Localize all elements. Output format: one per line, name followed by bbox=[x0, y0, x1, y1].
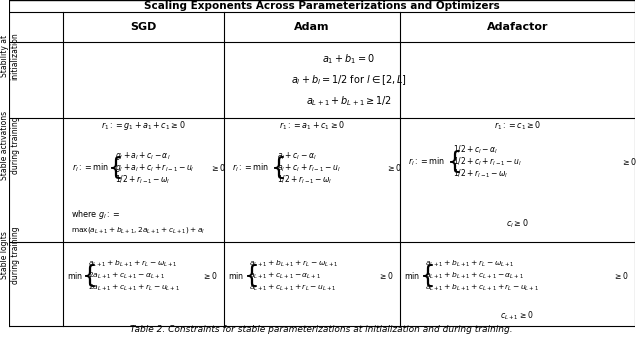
Text: $\geq 0$: $\geq 0$ bbox=[613, 270, 629, 281]
Text: where $g_l :=$: where $g_l :=$ bbox=[70, 208, 120, 221]
Text: Stable activations
during training: Stable activations during training bbox=[0, 111, 20, 180]
Text: $c_l \geq 0$: $c_l \geq 0$ bbox=[506, 217, 529, 230]
Text: Adam: Adam bbox=[294, 22, 330, 32]
Text: SGD: SGD bbox=[130, 22, 157, 32]
Text: $r_1 := g_1 + a_1 + c_1 \geq 0$: $r_1 := g_1 + a_1 + c_1 \geq 0$ bbox=[101, 119, 186, 132]
Text: {: { bbox=[244, 264, 259, 288]
Text: $\geq 0$: $\geq 0$ bbox=[621, 156, 637, 167]
Text: $a_{L+1} + b_{L+1} + r_L - \omega_{L+1}$: $a_{L+1} + b_{L+1} + r_L - \omega_{L+1}$ bbox=[426, 259, 515, 269]
Text: $1/2 + c_l - \alpha_l$: $1/2 + c_l - \alpha_l$ bbox=[452, 143, 498, 156]
Text: $a_{L+1} + c_{L+1} - \alpha_{L+1}$: $a_{L+1} + c_{L+1} - \alpha_{L+1}$ bbox=[250, 271, 321, 281]
Text: $2a_{L+1} + c_{L+1} + r_L - u_{L+1}$: $2a_{L+1} + c_{L+1} + r_L - u_{L+1}$ bbox=[88, 283, 180, 293]
Text: Scaling Exponents Across Parameterizations and Optimizers: Scaling Exponents Across Parameterizatio… bbox=[144, 1, 500, 11]
Text: $\min$: $\min$ bbox=[67, 270, 83, 281]
Text: $\geq 0$: $\geq 0$ bbox=[386, 162, 403, 173]
Text: $r_1 := a_1 + c_1 \geq 0$: $r_1 := a_1 + c_1 \geq 0$ bbox=[279, 119, 345, 132]
Text: {: { bbox=[271, 156, 287, 180]
Text: $r_1 := c_1 \geq 0$: $r_1 := c_1 \geq 0$ bbox=[493, 119, 541, 132]
Text: $\min$: $\min$ bbox=[404, 270, 420, 281]
Text: Adafactor: Adafactor bbox=[486, 22, 548, 32]
Text: $\min$: $\min$ bbox=[228, 270, 244, 281]
Text: $1/2 + c_l + r_{l-1} - u_l$: $1/2 + c_l + r_{l-1} - u_l$ bbox=[452, 155, 522, 168]
Text: Stability at
initialization: Stability at initialization bbox=[0, 32, 20, 80]
Text: {: { bbox=[82, 264, 98, 288]
Text: $r_l := \min$: $r_l := \min$ bbox=[408, 155, 445, 168]
Text: {: { bbox=[108, 156, 124, 180]
Text: $a_1 + b_1 = 0$: $a_1 + b_1 = 0$ bbox=[322, 52, 375, 66]
Text: $1/2 + r_{l-1} - \omega_l$: $1/2 + r_{l-1} - \omega_l$ bbox=[276, 173, 332, 186]
Text: $a_l + c_l - \alpha_l$: $a_l + c_l - \alpha_l$ bbox=[276, 150, 316, 162]
Text: $r_l := \min$: $r_l := \min$ bbox=[232, 162, 269, 174]
Text: {: { bbox=[447, 150, 463, 174]
Text: $a_{L+1} + b_{L+1} \geq 1/2$: $a_{L+1} + b_{L+1} \geq 1/2$ bbox=[305, 95, 392, 108]
Text: $\geq 0$: $\geq 0$ bbox=[378, 270, 394, 281]
Text: Stable logits
during training: Stable logits during training bbox=[0, 226, 20, 284]
Text: $c_{L+1} \geq 0$: $c_{L+1} \geq 0$ bbox=[500, 310, 534, 322]
Text: $\geq 0$: $\geq 0$ bbox=[202, 270, 218, 281]
Text: $a_{L+1} + b_{L+1} + c_{L+1} + r_L - u_{L+1}$: $a_{L+1} + b_{L+1} + c_{L+1} + r_L - u_{… bbox=[426, 283, 540, 293]
Text: $2a_{L+1} + c_{L+1} - \alpha_{L+1}$: $2a_{L+1} + c_{L+1} - \alpha_{L+1}$ bbox=[88, 271, 165, 281]
Text: $a_{L+1} + b_{L+1} + c_{L+1} - \alpha_{L+1}$: $a_{L+1} + b_{L+1} + c_{L+1} - \alpha_{L… bbox=[426, 271, 524, 281]
Text: $a_{L+1} + b_{L+1} + r_L - \omega_{L+1}$: $a_{L+1} + b_{L+1} + r_L - \omega_{L+1}$ bbox=[88, 259, 177, 269]
Text: $g_l + a_l + c_l + r_{l-1} - u_l$: $g_l + a_l + c_l + r_{l-1} - u_l$ bbox=[115, 162, 195, 174]
Text: $a_l + b_l = 1/2\ \mathrm{for}\ l \in [2, L]$: $a_l + b_l = 1/2\ \mathrm{for}\ l \in [2… bbox=[291, 73, 406, 87]
Text: $a_{L+1} + c_{L+1} + r_L - u_{L+1}$: $a_{L+1} + c_{L+1} + r_L - u_{L+1}$ bbox=[250, 283, 337, 293]
Text: $\max(a_{L+1}+b_{L+1}, 2a_{L+1}+c_{L+1})+a_l$: $\max(a_{L+1}+b_{L+1}, 2a_{L+1}+c_{L+1})… bbox=[70, 225, 204, 235]
Text: $a_l + c_l + r_{l-1} - u_l$: $a_l + c_l + r_{l-1} - u_l$ bbox=[276, 162, 340, 173]
Text: $\geq 0$: $\geq 0$ bbox=[211, 162, 227, 173]
Text: $a_{L+1} + b_{L+1} + r_L - \omega_{L+1}$: $a_{L+1} + b_{L+1} + r_L - \omega_{L+1}$ bbox=[250, 259, 339, 269]
Text: {: { bbox=[419, 264, 435, 288]
Text: Table 2. Constraints for stable parameterizations at initialization and during t: Table 2. Constraints for stable paramete… bbox=[131, 325, 513, 334]
Text: $1/2 + r_{l-1} - \omega_l$: $1/2 + r_{l-1} - \omega_l$ bbox=[452, 167, 508, 180]
Text: $1/2 + r_{l-1} - \omega_l$: $1/2 + r_{l-1} - \omega_l$ bbox=[115, 173, 171, 186]
Text: $g_l + a_l + c_l - \alpha_l$: $g_l + a_l + c_l - \alpha_l$ bbox=[115, 150, 171, 162]
Text: $r_l := \min$: $r_l := \min$ bbox=[72, 162, 109, 174]
